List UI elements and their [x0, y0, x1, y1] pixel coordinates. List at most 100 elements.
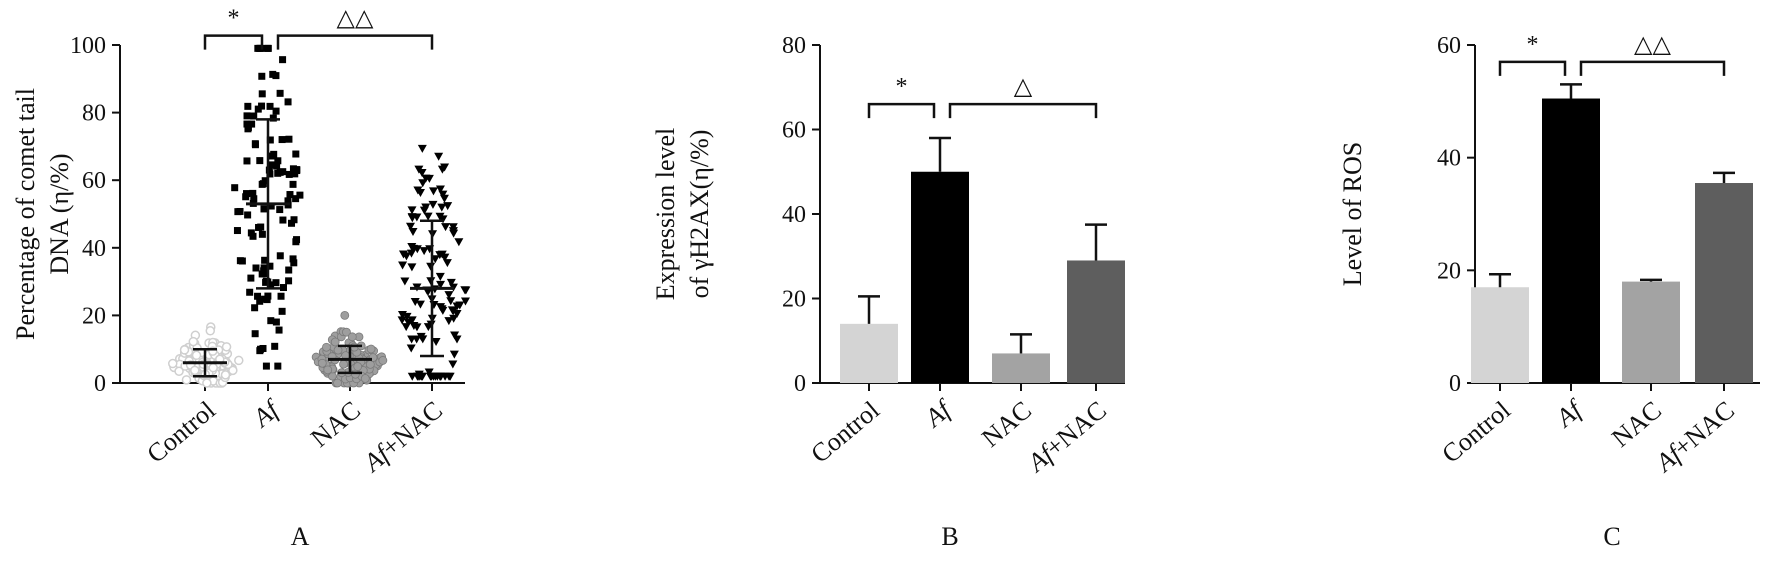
data-point: [262, 362, 270, 370]
x-category-label: Control: [141, 395, 221, 468]
x-category-label-italic: Af: [246, 393, 287, 434]
data-point: [407, 316, 417, 325]
data-point: [292, 195, 300, 203]
data-point: [441, 223, 451, 232]
bar: [1542, 98, 1600, 384]
data-point: [434, 152, 444, 161]
data-point: [284, 197, 292, 205]
data-point: [406, 344, 416, 353]
data-point: [412, 245, 422, 254]
data-point: [191, 350, 202, 361]
data-point: [296, 191, 304, 199]
data-point: [244, 211, 252, 219]
data-point: [407, 206, 417, 215]
data-point: [247, 274, 255, 282]
data-point: [407, 263, 417, 272]
data-point: [221, 342, 232, 352]
data-point: [397, 316, 407, 325]
significance-bracket: [1579, 60, 1726, 76]
data-point: [278, 307, 286, 315]
data-point: [272, 318, 280, 326]
data-point: [256, 297, 264, 305]
data-point: [342, 327, 351, 337]
data-point: [266, 170, 274, 178]
data-point: [267, 202, 275, 210]
data-point: [256, 157, 264, 165]
data-point: [273, 162, 281, 170]
panel-b-chart: 0 20 40 60 80 Expression level of γH2AX(η/%) Co…: [651, 33, 1125, 478]
bar: [840, 323, 898, 383]
data-point: [274, 362, 282, 370]
data-point: [289, 255, 297, 263]
data-point: [188, 336, 199, 347]
data-point: [251, 304, 259, 312]
data-point: [360, 374, 370, 383]
data-point: [330, 337, 340, 347]
data-point: [252, 264, 260, 272]
data-point: [423, 212, 433, 221]
significance-bracket: [276, 34, 434, 50]
panel-a-chart: 0 20 40 60 80 100 Percentage of comet tail DNA …: [11, 6, 471, 478]
data-point: [254, 292, 262, 300]
data-point: [289, 180, 297, 188]
data-point: [242, 193, 250, 201]
x-category-label: NAC: [1606, 395, 1667, 453]
data-point: [255, 223, 263, 231]
x-category-label-text: +NAC: [1668, 395, 1740, 462]
data-point: [279, 216, 287, 224]
data-point: [205, 326, 216, 336]
data-point: [339, 359, 348, 369]
significance-label: △△: [1634, 32, 1671, 58]
bar: [1471, 287, 1529, 383]
data-point: [415, 189, 425, 198]
data-point: [419, 206, 429, 215]
data-point: [444, 317, 454, 326]
data-point: [236, 257, 244, 265]
significance-label: *: [896, 74, 908, 100]
panel-b-label: B: [941, 522, 958, 551]
data-point: [265, 166, 273, 174]
x-category-label-text: +NAC: [1040, 395, 1112, 462]
data-point: [426, 262, 436, 271]
panel-c-label: C: [1603, 522, 1620, 551]
significance-bracket: [867, 102, 936, 119]
data-point: [286, 191, 294, 199]
data-point: [417, 168, 427, 177]
data-point: [270, 150, 278, 158]
data-point: [268, 161, 276, 169]
y-tick-label: 40: [1437, 146, 1461, 172]
data-point: [450, 331, 460, 340]
data-point: [266, 102, 274, 110]
data-point: [234, 355, 244, 366]
y-tick-label: 40: [82, 236, 106, 262]
data-point: [293, 167, 301, 175]
data-point: [460, 297, 470, 306]
data-point: [447, 306, 457, 315]
data-point: [263, 296, 271, 304]
x-category-label-text: Control: [141, 395, 221, 468]
y-tick-label: 20: [82, 303, 106, 329]
data-point: [258, 180, 266, 188]
data-point: [292, 150, 300, 158]
data-point: [436, 280, 446, 289]
data-point: [437, 203, 447, 212]
data-point: [271, 342, 279, 350]
data-point: [249, 189, 257, 197]
data-point: [421, 174, 431, 183]
y-tick-label: 0: [94, 371, 106, 397]
data-point: [250, 195, 258, 203]
data-point: [258, 270, 266, 278]
x-category-label: Af+NAC: [357, 395, 448, 478]
data-point: [243, 157, 251, 165]
data-point: [323, 365, 333, 375]
x-category-label-italic: Af: [1549, 393, 1590, 434]
y-tick-label: 60: [1437, 33, 1461, 59]
y-axis-label: DNA (η/%): [45, 153, 74, 274]
data-point: [275, 326, 283, 334]
data-point: [455, 301, 465, 310]
data-point: [397, 311, 407, 320]
data-point: [267, 317, 275, 325]
data-point: [272, 107, 280, 115]
data-point: [261, 177, 269, 185]
data-point: [401, 323, 411, 332]
